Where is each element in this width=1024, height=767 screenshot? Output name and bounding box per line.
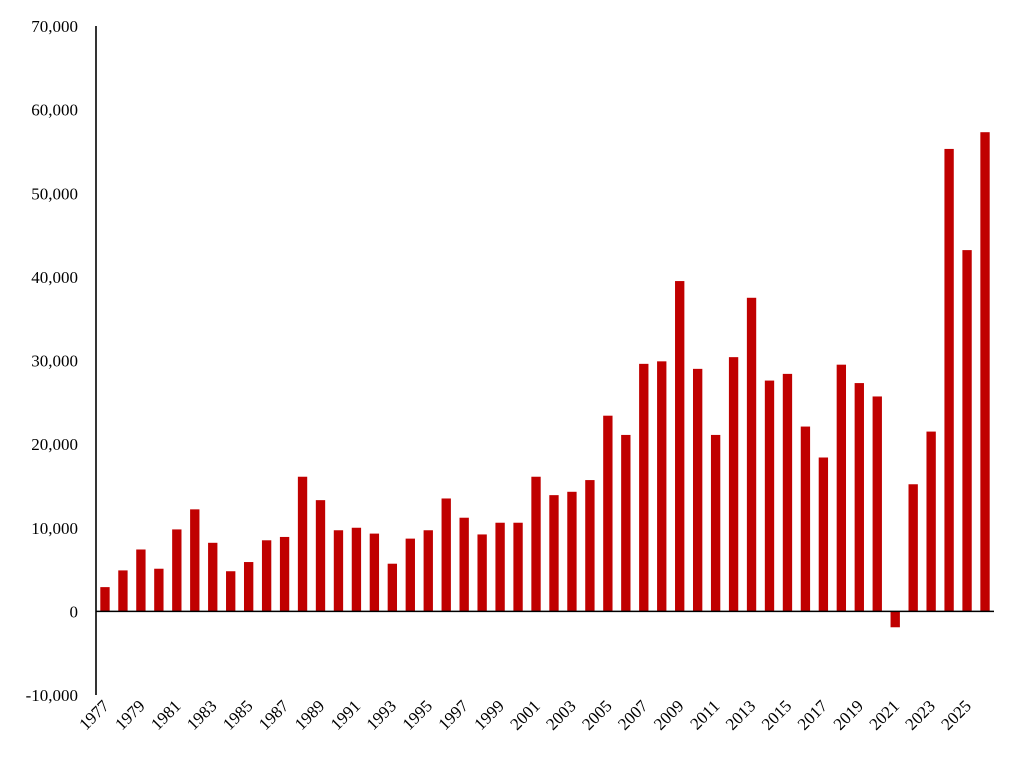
x-tick-label: 1985 — [219, 696, 256, 733]
x-tick-label: 1987 — [255, 696, 293, 734]
x-tick-label: 1995 — [399, 696, 436, 733]
x-tick-label: 1979 — [111, 696, 148, 733]
bar-2025 — [962, 250, 972, 612]
bar-1996 — [441, 498, 451, 612]
y-tick-label: 30,000 — [31, 352, 78, 371]
x-tick-label: 2023 — [901, 696, 938, 733]
bar-2020 — [872, 396, 882, 612]
y-tick-label: 50,000 — [31, 184, 78, 203]
y-tick-label: 60,000 — [31, 101, 78, 120]
bar-2010 — [692, 368, 703, 612]
x-tick-label: 1983 — [183, 696, 220, 733]
y-tick-label: 0 — [70, 602, 79, 621]
bar-2012 — [728, 357, 739, 612]
bar-1988 — [297, 476, 308, 612]
bar-2002 — [549, 495, 559, 612]
bar-1998 — [477, 534, 487, 612]
bar-2026 — [980, 132, 990, 612]
x-tick-label: 2005 — [578, 696, 615, 733]
bar-1977 — [100, 587, 110, 612]
bar-1994 — [405, 538, 415, 612]
x-tick-label: 2007 — [614, 696, 652, 734]
bar-2011 — [710, 434, 721, 612]
bar-2015 — [782, 373, 793, 612]
bar-1993 — [387, 563, 398, 612]
bar-2004 — [585, 480, 595, 612]
bar-1999 — [495, 522, 505, 612]
x-axis-tick-labels: 1977197919811983198519871989199119931995… — [75, 696, 975, 734]
x-tick-label: 2013 — [722, 696, 759, 733]
bar-1983 — [208, 542, 218, 612]
x-tick-label: 1993 — [363, 696, 400, 733]
bar-1981 — [172, 529, 182, 612]
x-tick-label: 1981 — [147, 696, 184, 733]
x-tick-label: 2019 — [830, 696, 867, 733]
x-tick-label: 2017 — [794, 696, 832, 734]
bar-series — [100, 132, 990, 628]
x-tick-label: 1977 — [75, 696, 113, 734]
bar-2024 — [944, 148, 954, 612]
bar-2019 — [854, 383, 864, 612]
bar-1989 — [315, 500, 326, 612]
bar-2003 — [567, 491, 577, 612]
bar-1997 — [459, 517, 469, 612]
x-tick-label: 1997 — [435, 696, 473, 734]
bar-2021 — [890, 611, 900, 628]
bar-2016 — [800, 426, 811, 612]
bar-2006 — [621, 434, 631, 612]
bar-2001 — [531, 476, 541, 612]
bar-2007 — [639, 363, 649, 612]
bar-1987 — [279, 536, 290, 612]
x-tick-label: 2003 — [542, 696, 579, 733]
y-tick-label: 20,000 — [31, 435, 78, 454]
bar-1979 — [136, 549, 146, 612]
x-tick-label: 2021 — [866, 696, 903, 733]
x-tick-label: 1991 — [327, 696, 364, 733]
bar-2009 — [675, 281, 685, 612]
bar-1980 — [154, 568, 164, 612]
bar-1978 — [118, 570, 128, 612]
y-tick-label: -10,000 — [26, 686, 78, 705]
y-tick-label: 70,000 — [31, 17, 78, 36]
bar-2014 — [764, 380, 775, 612]
y-tick-label: 10,000 — [31, 519, 78, 538]
bar-1995 — [423, 530, 433, 612]
bar-2018 — [836, 364, 847, 612]
x-tick-label: 1999 — [470, 696, 507, 733]
x-tick-label: 1989 — [291, 696, 328, 733]
bar-1982 — [190, 509, 200, 612]
bar-2008 — [657, 361, 667, 612]
x-tick-label: 2009 — [650, 696, 687, 733]
bar-1990 — [333, 530, 344, 612]
bar-1985 — [243, 562, 254, 612]
y-tick-label: 40,000 — [31, 268, 78, 287]
x-tick-label: 2001 — [506, 696, 543, 733]
bar-1986 — [261, 540, 272, 612]
bar-2013 — [746, 297, 757, 612]
bar-1991 — [351, 527, 362, 612]
bar-2022 — [908, 484, 918, 612]
bar-2017 — [818, 457, 829, 612]
bar-1992 — [369, 533, 380, 612]
x-tick-label: 2025 — [937, 696, 974, 733]
x-tick-label: 2015 — [758, 696, 795, 733]
bar-1984 — [226, 571, 236, 612]
y-axis-tick-labels: -10,000 0 10,000 20,000 30,000 40,000 50,000 60… — [26, 17, 78, 705]
bar-2023 — [926, 431, 936, 612]
x-tick-label: 2011 — [686, 696, 723, 733]
bar-2000 — [513, 522, 523, 612]
bar-2005 — [603, 415, 613, 612]
